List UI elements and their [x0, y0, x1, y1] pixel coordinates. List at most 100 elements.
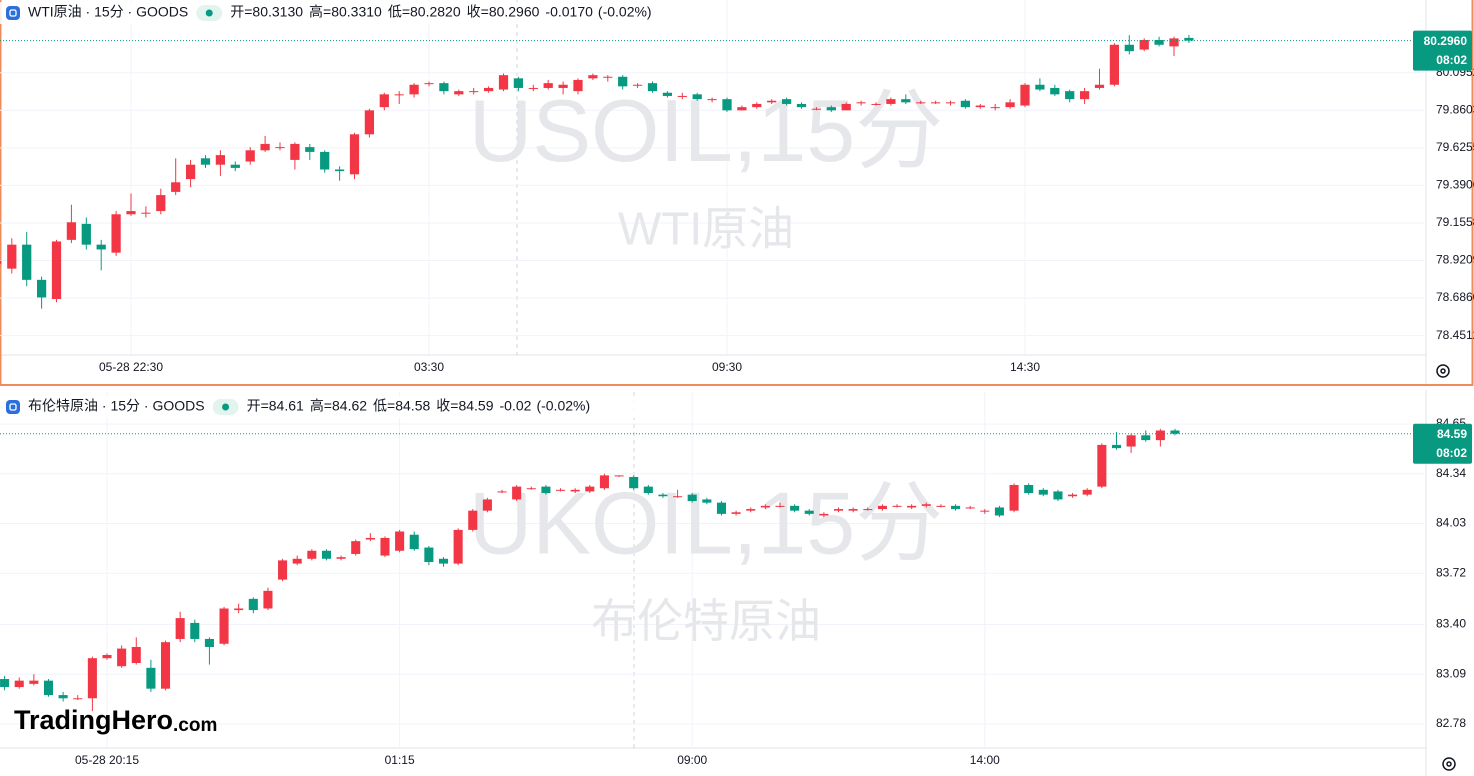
legend-key: 开=: [247, 398, 269, 414]
candle-body: [541, 486, 551, 494]
x-tick-label: 05-28 22:30: [99, 360, 163, 374]
candle-body: [175, 618, 185, 639]
candle-body: [260, 143, 270, 151]
candle-body: [409, 534, 419, 550]
candle-body: [290, 143, 300, 160]
candle-body: [1082, 489, 1092, 495]
candle-body: [1170, 430, 1180, 434]
candle-body: [826, 107, 836, 111]
candle-body: [22, 244, 32, 280]
candle-body: [599, 475, 609, 489]
legend-value: 80.2820: [410, 4, 461, 20]
candle-body: [1065, 91, 1075, 100]
candle-body: [334, 169, 345, 172]
candle-body: [141, 212, 151, 214]
candle-body: [81, 223, 91, 245]
last-price-label: 84.59: [1437, 427, 1467, 441]
candle-body: [722, 99, 732, 111]
symbol-icon-inner: [9, 403, 17, 411]
pane-title: 布伦特原油 · 15分 · GOODS: [28, 398, 205, 414]
x-tick-label: 03:30: [414, 360, 444, 374]
y-tick-label: 82.78: [1436, 716, 1466, 730]
legend-key: 低=: [388, 4, 410, 20]
candle-body: [1109, 44, 1120, 85]
brand-suffix: .com: [173, 715, 217, 736]
y-tick-label: 83.72: [1436, 565, 1466, 579]
countdown-label: 08:02: [1436, 53, 1467, 67]
change: -0.02: [500, 398, 532, 414]
candle-body: [570, 489, 580, 492]
candle-body: [51, 241, 62, 300]
candle-body: [219, 608, 229, 644]
candle-body: [790, 505, 800, 511]
y-tick-label: 83.40: [1436, 617, 1466, 631]
candle-body: [469, 91, 479, 93]
x-tick-label: 09:30: [712, 360, 742, 374]
settings-icon[interactable]: [1442, 757, 1456, 771]
candle-body: [58, 695, 68, 699]
candle-body: [692, 94, 702, 100]
y-tick-label: 79.1558: [1436, 215, 1474, 229]
candle-body: [585, 486, 595, 492]
candle-body: [215, 155, 226, 165]
candle-body: [980, 510, 990, 512]
candle-body: [781, 99, 792, 104]
candle-body: [14, 680, 24, 688]
last-price-box: [1413, 30, 1472, 71]
candle-body: [1009, 485, 1019, 511]
settings-icon[interactable]: [1436, 364, 1450, 378]
candle-body: [752, 103, 762, 108]
candle-body: [614, 475, 624, 477]
y-tick-label: 78.4512: [1436, 328, 1474, 342]
brand: TradingHero: [14, 705, 173, 735]
candle-body: [965, 507, 975, 509]
x-tick-label: 14:00: [970, 753, 1000, 767]
candle-body: [1053, 491, 1063, 500]
candle-body: [394, 94, 404, 96]
candle-body: [737, 107, 747, 111]
legend-key: 收=: [467, 4, 489, 20]
candle-body: [1154, 39, 1164, 45]
candle-body: [263, 590, 273, 609]
candle-body: [833, 509, 844, 511]
x-tick-label: 01:15: [385, 753, 415, 767]
candle-body: [307, 550, 317, 559]
candle-body: [945, 102, 956, 104]
candle-body: [1068, 494, 1078, 497]
candle-body: [1020, 84, 1030, 106]
candle-body: [1094, 84, 1105, 88]
candle-body: [629, 476, 639, 489]
candle-body: [66, 222, 77, 240]
legend-value: 80.3310: [331, 4, 382, 20]
change: -0.0170: [545, 4, 593, 20]
legend-value: 84.58: [395, 398, 430, 414]
candle-body: [0, 679, 10, 688]
candle-body: [975, 105, 985, 108]
candle-body: [1111, 444, 1122, 449]
legend-value: 80.2960: [489, 4, 540, 20]
candle-body: [245, 150, 255, 162]
candle-body: [1097, 444, 1107, 487]
candle-body: [424, 83, 434, 85]
y-tick-label: 84.03: [1436, 516, 1466, 530]
x-tick-label: 05-28 20:15: [75, 753, 139, 767]
candle-body: [1024, 485, 1034, 494]
status-dot: [222, 403, 230, 411]
candle-body: [1005, 102, 1015, 108]
y-tick-label: 78.9209: [1436, 253, 1474, 267]
candle-body: [558, 84, 568, 88]
watermark-sub: WTI原油: [618, 203, 794, 255]
candle-body: [7, 244, 17, 269]
candle-body: [702, 499, 712, 503]
candle-body: [131, 646, 141, 664]
candle-body: [171, 182, 181, 192]
candle-body: [156, 195, 166, 212]
candle-body: [185, 164, 196, 180]
change-pct: (-0.02%): [536, 398, 590, 414]
legend-value: 84.62: [332, 398, 367, 414]
candle-body: [1126, 435, 1136, 447]
change-pct: (-0.02%): [598, 4, 652, 20]
candle-body: [841, 103, 851, 111]
y-tick-label: 79.3906: [1436, 178, 1474, 192]
